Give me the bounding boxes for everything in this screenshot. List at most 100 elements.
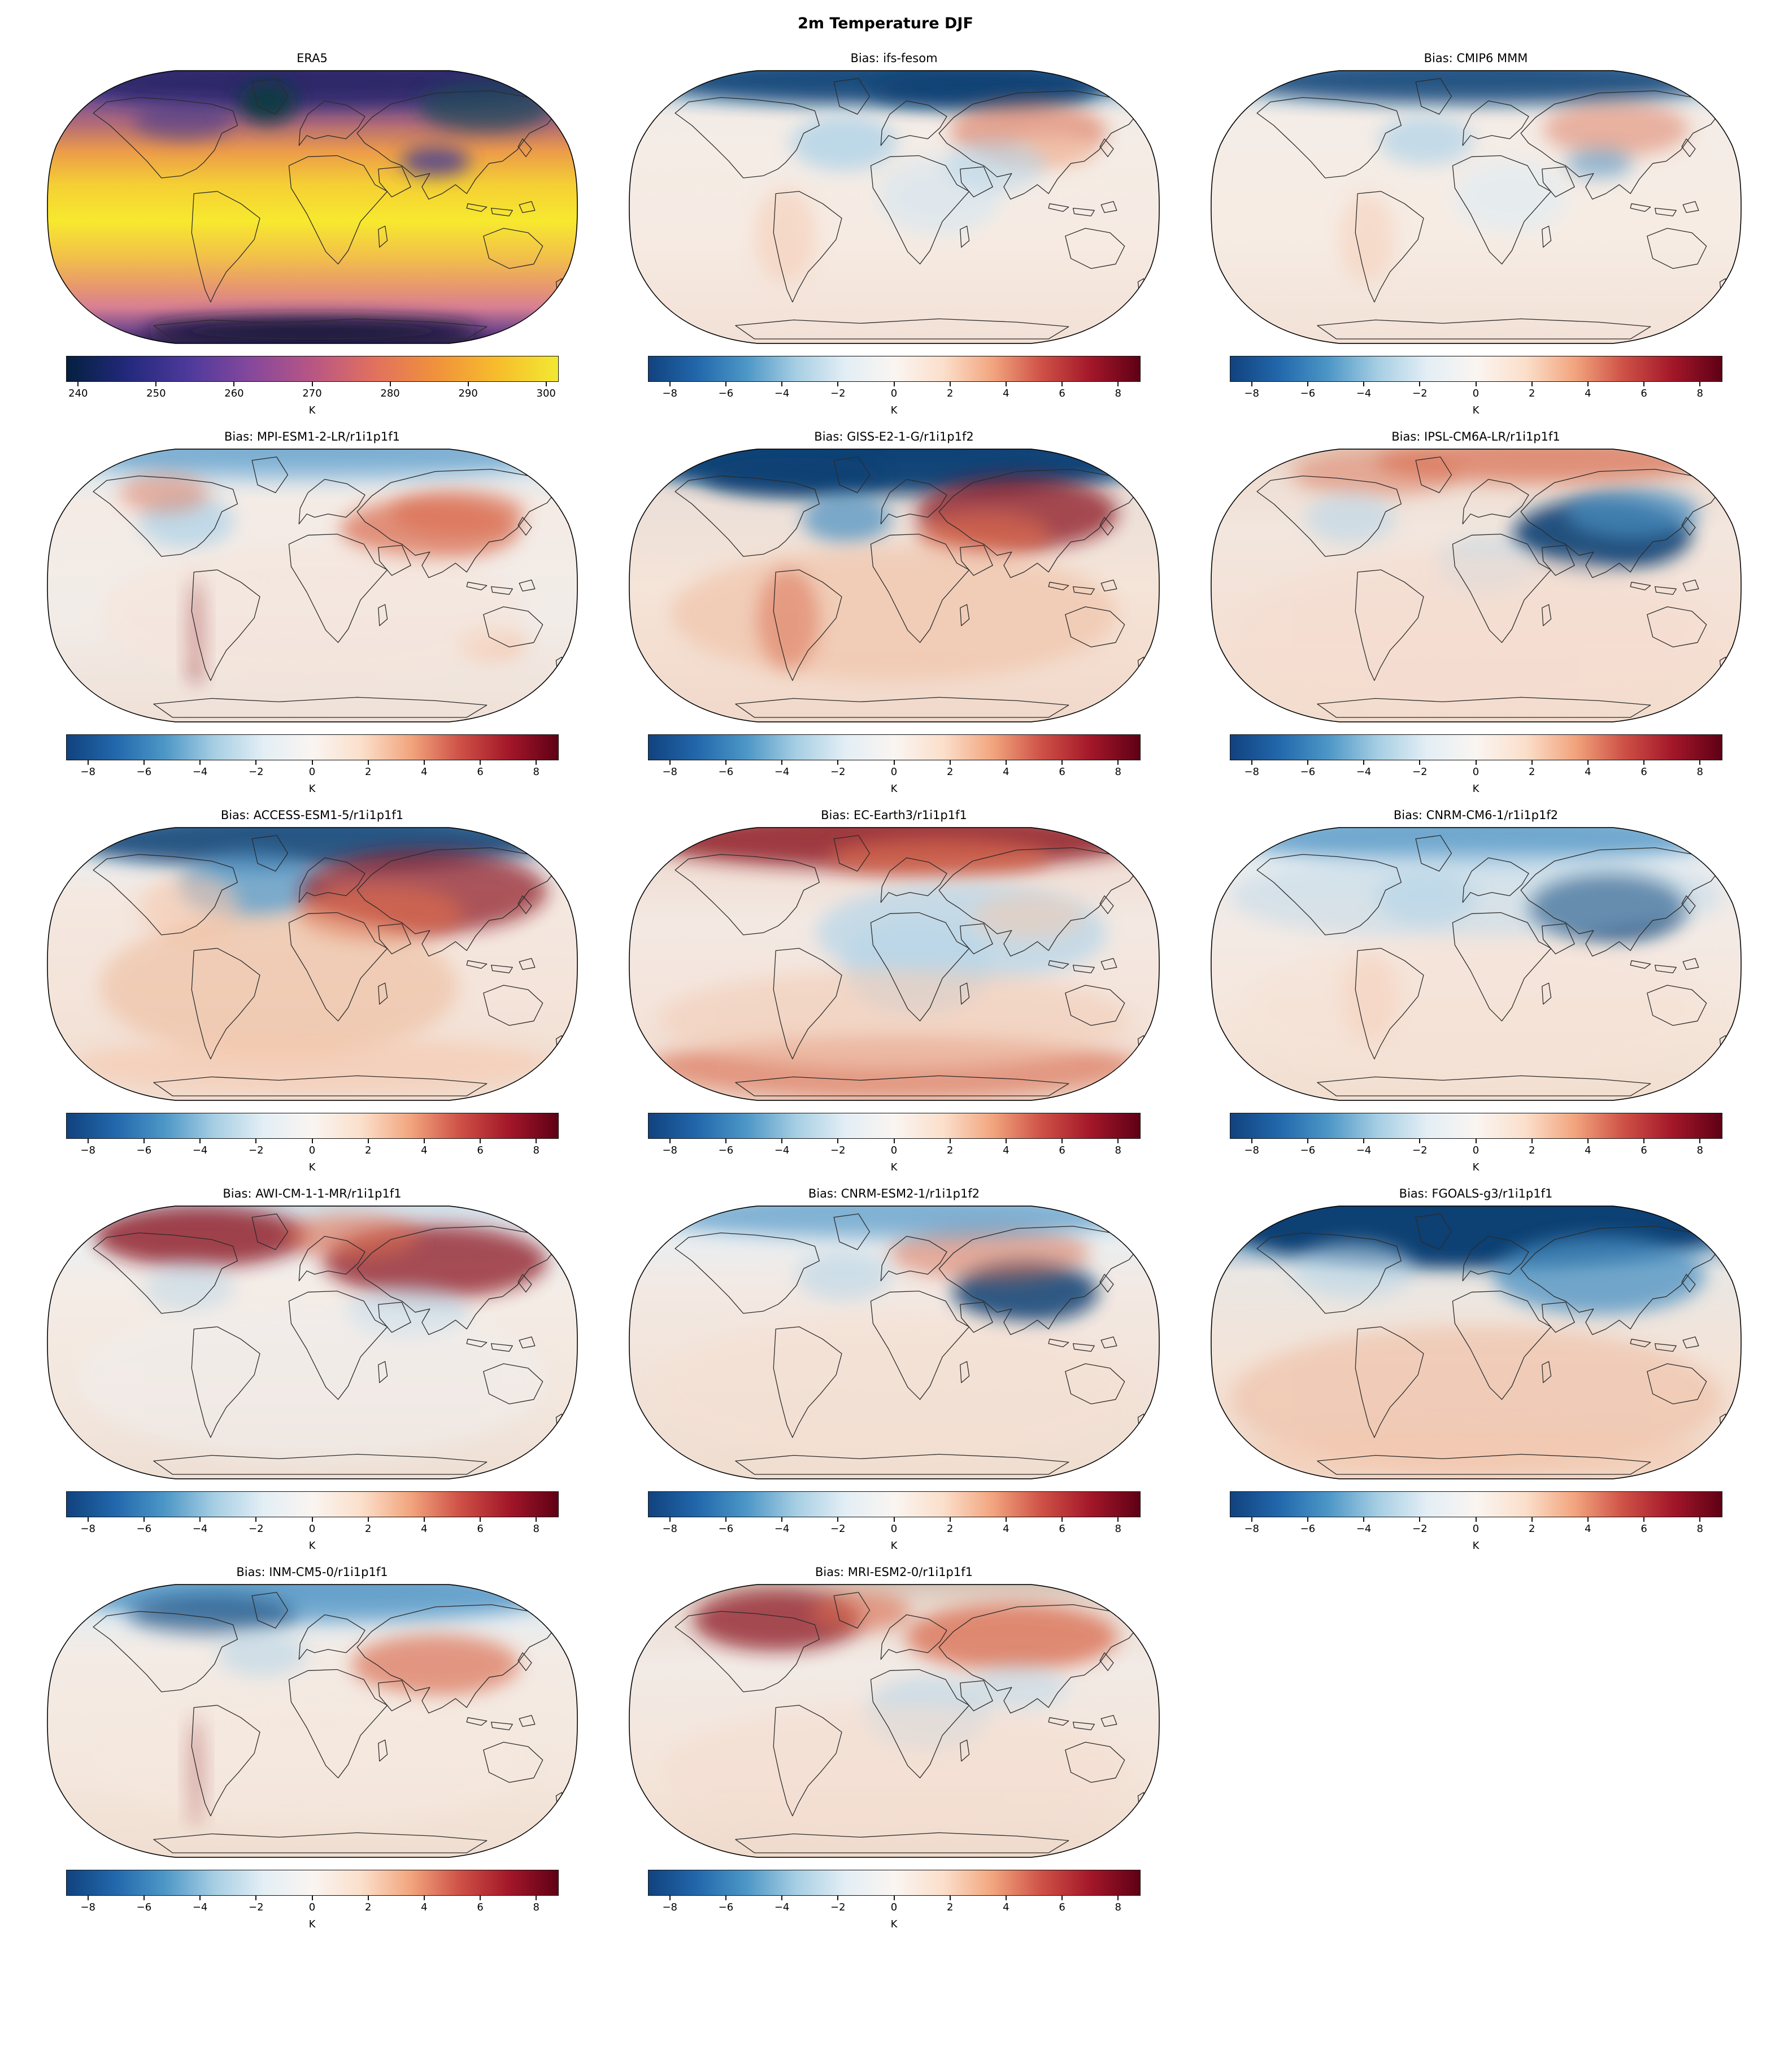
colorbar-tickmark [1643, 1139, 1645, 1143]
bias-field [1211, 71, 1741, 343]
colorbar-tickmark [143, 760, 145, 765]
colorbar-unit-label: K [890, 1540, 898, 1552]
colorbar-tickmark [1475, 382, 1477, 386]
figure-title: 2m Temperature DJF [798, 15, 973, 32]
colorbar-tickmark [1587, 382, 1589, 386]
bias-field [629, 71, 1159, 343]
colorbar-gradient [647, 1113, 1141, 1139]
colorbar-tick: 4 [421, 1523, 428, 1535]
colorbar-tickmark [1005, 1139, 1007, 1143]
colorbar-tickmark [389, 382, 391, 386]
colorbar-tickmark [949, 1517, 951, 1522]
continent-outlines [92, 1592, 564, 1853]
colorbar-tickmark [255, 760, 257, 765]
colorbar-unit-label: K [308, 1918, 316, 1930]
colorbar-tickmark [423, 1139, 425, 1143]
colorbar-tick: 0 [890, 388, 898, 399]
continent-outlines [674, 456, 1146, 718]
colorbar-tickmark [1643, 1517, 1645, 1522]
map-boundary [46, 449, 578, 722]
colorbar-unit-label: K [1472, 1161, 1480, 1173]
colorbar-tickmark [1005, 760, 1007, 765]
map-boundary [628, 1205, 1160, 1479]
colorbar-tick: −4 [1356, 388, 1372, 399]
colorbar-unit-label: K [890, 1918, 898, 1930]
colorbar-tickmark [199, 760, 201, 765]
colorbar-tick: −4 [192, 1144, 208, 1156]
colorbar-tickmark [77, 382, 79, 386]
map-panel-ifs-fesom: Bias: ifs-fesom −8 −6 −4 −2 0 2 4 6 8 K [607, 51, 1181, 416]
colorbar-tick: −6 [136, 1901, 152, 1913]
world-map [628, 1584, 1160, 1858]
colorbar-tickmark [781, 760, 783, 765]
colorbar-tick: −2 [830, 388, 846, 399]
colorbar: −8 −6 −4 −2 0 2 4 6 8 K [647, 1870, 1141, 1930]
colorbar-tickmark [669, 1139, 671, 1143]
colorbar-unit-label: K [308, 404, 316, 416]
colorbar-tick: 0 [308, 1523, 316, 1535]
colorbar-tickmark [781, 1517, 783, 1522]
world-map [628, 70, 1160, 344]
colorbar-tickmark [480, 1896, 481, 1900]
bias-field [629, 1585, 1159, 1857]
map-panel-mpi: Bias: MPI-ESM1-2-LR/r1i1p1f1 −8 −6 −4 −2 0 2 4… [25, 430, 599, 795]
map-boundary [628, 70, 1160, 344]
colorbar-tick: 6 [1641, 1144, 1647, 1156]
colorbar: −8 −6 −4 −2 0 2 4 6 8 K [66, 734, 559, 795]
colorbar-tick: −6 [718, 1523, 734, 1535]
colorbar-tickmark [1699, 760, 1701, 765]
world-map [46, 1205, 578, 1479]
colorbar-tick: −8 [80, 1523, 96, 1535]
colorbar-tickmark [1005, 1896, 1007, 1900]
colorbar-tick: 0 [890, 1144, 898, 1156]
colorbar-tickmark [1251, 760, 1252, 765]
colorbar-tickmark [1643, 382, 1645, 386]
colorbar-tick: 8 [1115, 766, 1121, 778]
colorbar-tickmark [311, 1896, 313, 1900]
colorbar-tick: −8 [80, 766, 96, 778]
colorbar-tick: 2 [1528, 766, 1535, 778]
bias-field [47, 828, 577, 1100]
colorbar-tickmark [1307, 1517, 1308, 1522]
colorbar-tick: −8 [80, 1901, 96, 1913]
colorbar-tickmark [781, 1139, 783, 1143]
panel-title: Bias: ifs-fesom [850, 51, 938, 65]
world-map [1210, 827, 1742, 1101]
colorbar-tickmark [480, 1517, 481, 1522]
colorbar-tick: 8 [1696, 1144, 1703, 1156]
colorbar-tickmark [1587, 1139, 1589, 1143]
colorbar-tickmark [1419, 1139, 1421, 1143]
colorbar-tick: 2 [946, 766, 954, 778]
colorbar-gradient [1229, 1491, 1722, 1517]
panel-title: Bias: EC-Earth3/r1i1p1f1 [821, 808, 967, 822]
colorbar-tick: 6 [1059, 1523, 1065, 1535]
colorbar-tick: 8 [533, 1523, 539, 1535]
colorbar-tickmark [480, 760, 481, 765]
colorbar-tickmark [367, 1896, 369, 1900]
colorbar-tick: −8 [1244, 1144, 1260, 1156]
bias-field [1211, 828, 1741, 1100]
colorbar-tick: 0 [890, 1901, 898, 1913]
colorbar-tick: 2 [1528, 388, 1535, 399]
colorbar-tickmark [725, 1517, 726, 1522]
colorbar-tickmark [669, 760, 671, 765]
colorbar: −8 −6 −4 −2 0 2 4 6 8 K [647, 734, 1141, 795]
colorbar-ticks: −8 −6 −4 −2 0 2 4 6 8 [648, 1517, 1141, 1540]
colorbar-tick: −6 [136, 1144, 152, 1156]
world-map [628, 449, 1160, 722]
colorbar-tick: 2 [364, 1901, 372, 1913]
map-boundary [1210, 70, 1742, 344]
colorbar-tick: −4 [1356, 766, 1372, 778]
colorbar-gradient [647, 1870, 1141, 1896]
colorbar-tickmark [233, 382, 235, 386]
colorbar-tick: 0 [308, 1144, 316, 1156]
colorbar-unit-label: K [1472, 1540, 1480, 1552]
panel-title: Bias: CNRM-CM6-1/r1i1p1f2 [1393, 808, 1559, 822]
colorbar-tick: 250 [146, 388, 166, 399]
colorbar-tickmark [1061, 760, 1063, 765]
colorbar: −8 −6 −4 −2 0 2 4 6 8 K [647, 1491, 1141, 1552]
colorbar-tick: −4 [192, 1523, 208, 1535]
colorbar-tickmark [199, 1517, 201, 1522]
continent-outlines [674, 835, 1146, 1096]
colorbar-unit-label: K [1472, 404, 1480, 416]
